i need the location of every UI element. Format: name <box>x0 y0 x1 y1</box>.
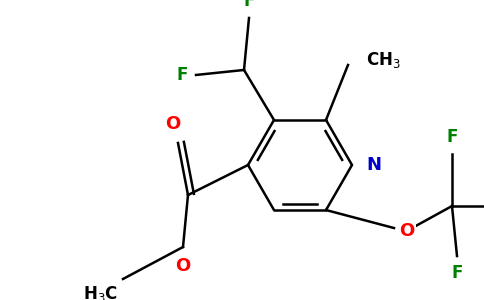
Text: O: O <box>175 257 191 275</box>
Text: F: F <box>177 66 188 84</box>
Text: O: O <box>399 222 414 240</box>
Text: F: F <box>243 0 255 10</box>
Text: O: O <box>166 115 181 133</box>
Text: H$_3$C: H$_3$C <box>83 284 118 300</box>
Text: N: N <box>366 156 381 174</box>
Text: F: F <box>446 128 458 146</box>
Text: F: F <box>451 264 463 282</box>
Text: CH$_3$: CH$_3$ <box>366 50 401 70</box>
